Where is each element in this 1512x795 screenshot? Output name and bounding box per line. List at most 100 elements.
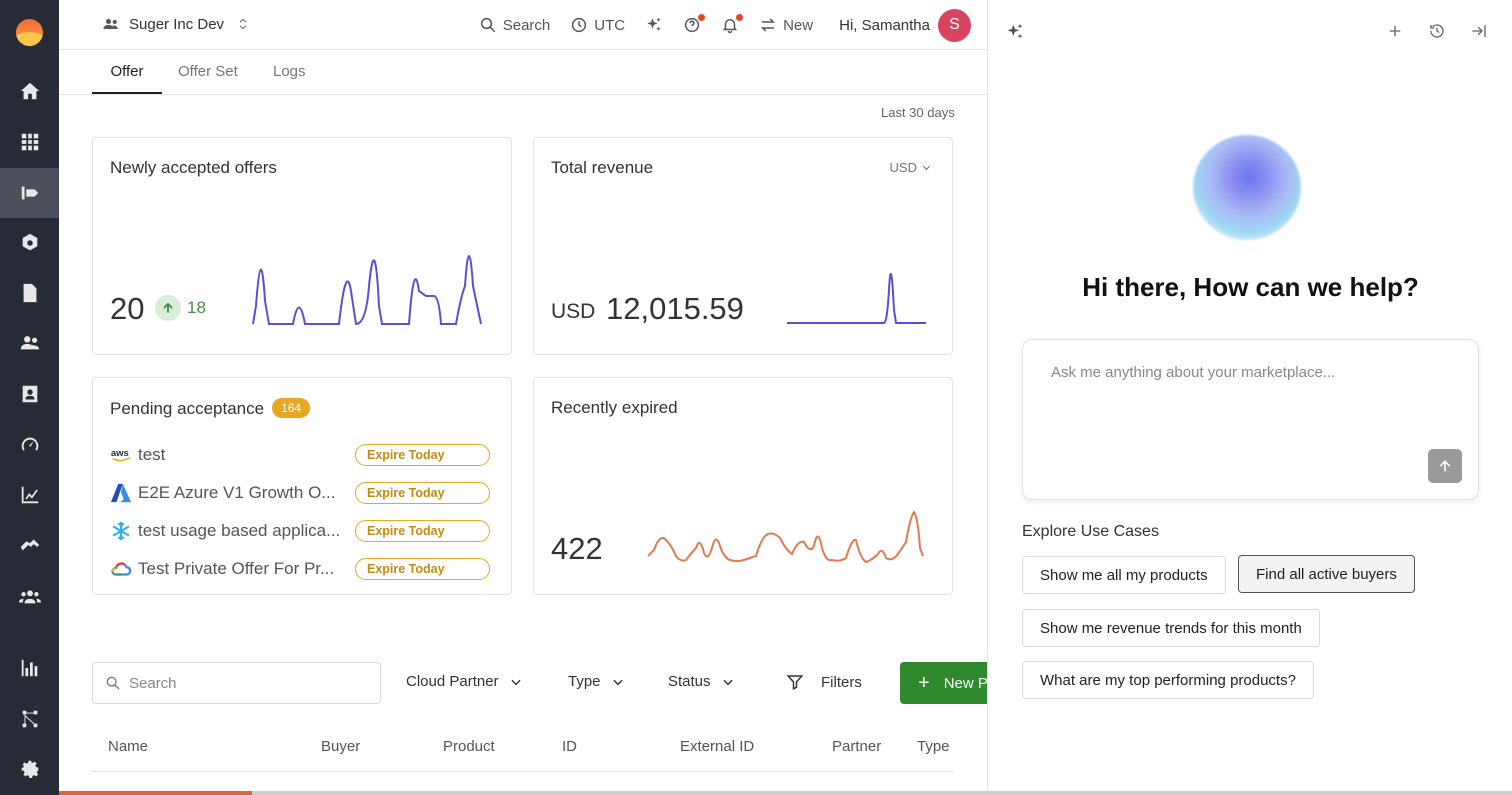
help-icon: [684, 17, 700, 33]
use-case-chip[interactable]: Find all active buyers: [1238, 555, 1415, 593]
column-header-partner[interactable]: Partner: [832, 738, 882, 755]
pending-count-badge: 164: [272, 398, 311, 418]
assistant-input-box: [1022, 339, 1479, 500]
tab-offer-set[interactable]: Offer Set: [178, 63, 238, 80]
cloud-partner-filter[interactable]: Cloud Partner: [406, 673, 523, 690]
table-divider: [92, 771, 954, 772]
chevron-down-icon: [612, 679, 623, 685]
revenue-currency: USD: [551, 300, 596, 323]
bell-icon: [722, 19, 738, 34]
use-case-chip[interactable]: Show me all my products: [1022, 556, 1226, 594]
send-button[interactable]: [1428, 449, 1462, 483]
pending-row[interactable]: Test Private Offer For Pr... Expire Toda…: [110, 554, 490, 584]
column-header-name[interactable]: Name: [108, 738, 149, 755]
expired-sparkline: [647, 510, 924, 564]
tab-logs[interactable]: Logs: [273, 63, 306, 80]
column-header-external-id[interactable]: External ID: [680, 738, 755, 755]
funnel-icon: [786, 675, 804, 690]
trend-up-badge: [155, 295, 181, 321]
side-rail: [0, 0, 59, 795]
chevron-down-icon: [722, 679, 733, 685]
suger-logo[interactable]: [16, 19, 43, 46]
column-header-id[interactable]: ID: [562, 738, 577, 755]
chevron-up-down-icon: [239, 18, 247, 30]
card-newly-accepted[interactable]: Newly accepted offers 20 18: [92, 137, 512, 355]
arrow-up-icon: [163, 302, 173, 313]
date-range-label: Last 30 days: [881, 105, 955, 120]
user-greeting: Hi, Samantha: [839, 16, 930, 34]
type-filter[interactable]: Type: [568, 673, 625, 690]
users-icon[interactable]: [0, 318, 59, 368]
pending-row[interactable]: test usage based applica... Expire Today: [110, 516, 490, 546]
document-icon[interactable]: [0, 268, 59, 318]
assistant-greeting: Hi there, How can we help?: [1082, 272, 1419, 302]
clock-icon: [572, 17, 587, 33]
card-total-revenue[interactable]: Total revenue USD USD 12,015.59: [533, 137, 953, 355]
global-search-button[interactable]: Search: [479, 16, 550, 34]
timezone-button[interactable]: UTC: [570, 16, 625, 34]
chevron-down-icon: [922, 165, 931, 171]
collapse-panel-icon[interactable]: [1470, 22, 1488, 40]
notifications-button[interactable]: [721, 14, 744, 34]
offer-name: test: [138, 445, 166, 464]
org-switcher[interactable]: Suger Inc Dev: [101, 14, 250, 34]
currency-select[interactable]: USD: [890, 160, 932, 175]
new-button[interactable]: New: [759, 16, 813, 34]
card-pending-acceptance[interactable]: Pending acceptance 164 aws test Expire To…: [92, 377, 512, 595]
svg-text:aws: aws: [111, 448, 129, 459]
column-header-product[interactable]: Product: [443, 738, 495, 755]
offer-icon[interactable]: [0, 168, 59, 218]
help-button[interactable]: [683, 14, 706, 34]
grid-icon[interactable]: [0, 117, 59, 167]
tab-offer[interactable]: Offer: [92, 63, 162, 94]
status-filter[interactable]: Status: [668, 673, 735, 690]
offer-search-input[interactable]: Search: [92, 662, 381, 704]
plus-icon: +: [918, 672, 930, 694]
pending-row[interactable]: E2E Azure V1 Growth O... Expire Today: [110, 478, 490, 508]
status-badge: Expire Today: [355, 520, 490, 542]
revenue-sparkline: [787, 273, 926, 324]
assistant-orb: [1193, 135, 1301, 240]
search-icon: [106, 676, 120, 690]
offer-name: E2E Azure V1 Growth O...: [138, 483, 336, 502]
avatar[interactable]: S: [938, 8, 971, 42]
history-icon[interactable]: [1428, 22, 1446, 40]
use-case-chip[interactable]: What are my top performing products?: [1022, 661, 1314, 699]
plus-icon[interactable]: [1386, 22, 1404, 40]
card-recently-expired[interactable]: Recently expired 422: [533, 377, 953, 595]
expired-count: 422: [551, 531, 603, 566]
gauge-icon[interactable]: [0, 420, 59, 470]
bar-chart-icon[interactable]: [0, 643, 59, 693]
ai-sparkle-button[interactable]: [645, 16, 663, 34]
use-case-chip[interactable]: Show me revenue trends for this month: [1022, 609, 1320, 647]
settings-icon[interactable]: [0, 744, 59, 794]
notification-dot: [698, 14, 706, 21]
explore-title: Explore Use Cases: [1022, 523, 1159, 540]
team-icon[interactable]: [0, 572, 59, 622]
filters-button[interactable]: Filters: [786, 673, 862, 691]
pending-row[interactable]: aws test Expire Today: [110, 440, 490, 470]
handshake-icon[interactable]: [0, 520, 59, 570]
revenue-value: 12,015.59: [606, 291, 744, 326]
status-badge: Expire Today: [355, 482, 490, 504]
arrow-up-icon: [1439, 460, 1451, 472]
card-title: Pending acceptance 164: [110, 398, 311, 419]
aws-logo-icon: aws: [110, 443, 138, 467]
chart-icon[interactable]: [0, 470, 59, 520]
status-badge: Expire Today: [355, 558, 490, 580]
column-header-buyer[interactable]: Buyer: [321, 738, 361, 755]
home-icon[interactable]: [0, 66, 59, 116]
new-offer-button[interactable]: + New P: [900, 662, 987, 704]
gcp-logo-icon: [110, 557, 138, 581]
contacts-icon[interactable]: [0, 369, 59, 419]
workflow-icon[interactable]: [0, 694, 59, 744]
card-title: Newly accepted offers: [110, 158, 277, 177]
chevron-down-icon: [510, 679, 521, 685]
column-header-type[interactable]: Type: [917, 738, 950, 755]
gear-alt-icon[interactable]: [0, 218, 59, 268]
snowflake-logo-icon: [110, 519, 138, 543]
sparkle-icon: [647, 17, 661, 31]
assistant-input[interactable]: [1051, 364, 1451, 444]
offer-name: test usage based applica...: [138, 521, 341, 540]
